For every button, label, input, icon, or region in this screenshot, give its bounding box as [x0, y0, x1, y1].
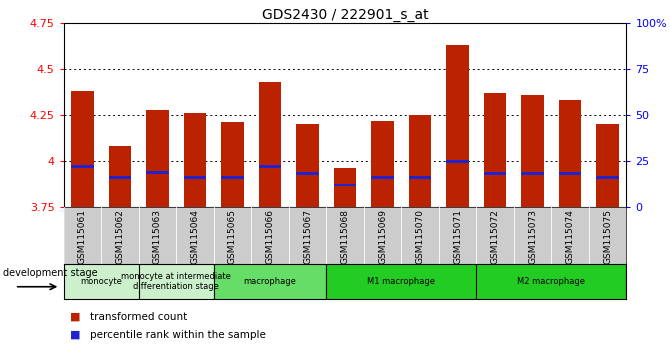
Text: monocyte at intermediate
differentiation stage: monocyte at intermediate differentiation… — [121, 272, 231, 291]
Bar — [109, 176, 131, 179]
Text: ■: ■ — [70, 330, 81, 339]
Text: GSM115065: GSM115065 — [228, 209, 237, 264]
Bar — [334, 183, 356, 187]
Bar — [221, 176, 244, 179]
Text: transformed count: transformed count — [90, 312, 188, 322]
Bar — [184, 176, 206, 179]
Text: GSM115069: GSM115069 — [378, 209, 387, 264]
Bar — [521, 172, 544, 176]
Text: GSM115074: GSM115074 — [565, 209, 575, 264]
Bar — [559, 100, 582, 207]
Text: GSM115070: GSM115070 — [415, 209, 425, 264]
Text: GSM115071: GSM115071 — [453, 209, 462, 264]
Bar — [71, 165, 94, 168]
Bar — [371, 176, 394, 179]
Bar — [146, 109, 169, 207]
Bar — [146, 171, 169, 173]
Bar — [109, 146, 131, 207]
Bar — [71, 91, 94, 207]
Bar — [476, 264, 626, 299]
Text: percentile rank within the sample: percentile rank within the sample — [90, 330, 266, 339]
Text: GSM115073: GSM115073 — [528, 209, 537, 264]
Bar — [259, 82, 281, 207]
Text: ■: ■ — [70, 312, 81, 322]
Text: GSM115072: GSM115072 — [490, 209, 500, 264]
Bar — [64, 264, 139, 299]
Text: M1 macrophage: M1 macrophage — [367, 277, 436, 286]
Bar — [484, 172, 507, 176]
Text: GSM115063: GSM115063 — [153, 209, 162, 264]
Text: GSM115061: GSM115061 — [78, 209, 87, 264]
Bar — [596, 176, 619, 179]
Bar — [559, 172, 582, 176]
Text: monocyte: monocyte — [80, 277, 122, 286]
Bar — [446, 45, 469, 207]
Text: GSM115064: GSM115064 — [190, 209, 200, 264]
Bar — [596, 124, 619, 207]
Bar — [139, 264, 214, 299]
Bar — [409, 176, 431, 179]
Text: GSM115062: GSM115062 — [115, 209, 125, 264]
Bar — [484, 93, 507, 207]
Text: macrophage: macrophage — [244, 277, 296, 286]
Bar — [296, 124, 319, 207]
Text: M2 macrophage: M2 macrophage — [517, 277, 586, 286]
Text: GSM115075: GSM115075 — [603, 209, 612, 264]
Bar — [214, 264, 326, 299]
Bar — [326, 264, 476, 299]
Text: GSM115066: GSM115066 — [265, 209, 275, 264]
Bar — [409, 115, 431, 207]
Bar — [184, 113, 206, 207]
Bar — [334, 169, 356, 207]
Bar — [296, 172, 319, 176]
Bar — [371, 121, 394, 207]
Text: GSM115068: GSM115068 — [340, 209, 350, 264]
Text: GSM115067: GSM115067 — [303, 209, 312, 264]
Bar — [221, 122, 244, 207]
Text: development stage: development stage — [3, 268, 98, 278]
Bar — [259, 165, 281, 168]
Title: GDS2430 / 222901_s_at: GDS2430 / 222901_s_at — [262, 8, 428, 22]
Bar — [521, 95, 544, 207]
Bar — [446, 160, 469, 162]
